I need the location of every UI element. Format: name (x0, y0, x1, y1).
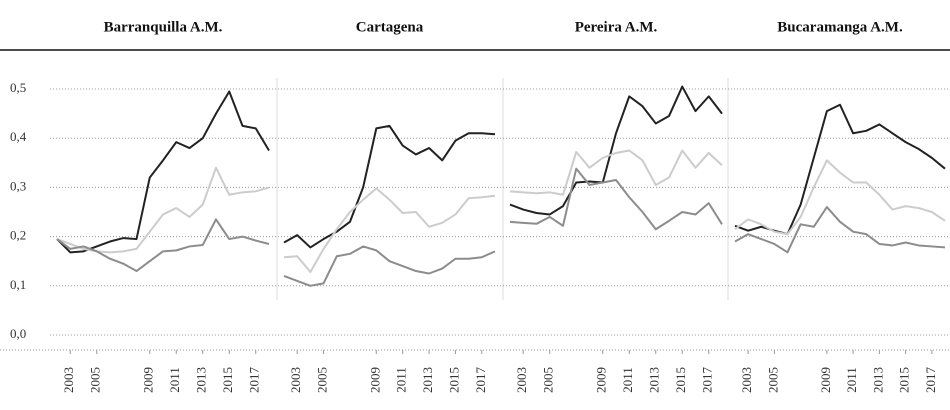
y-tick-label: 0,3 (10, 178, 26, 193)
x-tick-label: 2009 (594, 367, 609, 393)
x-tick-label: 2005 (765, 367, 780, 393)
line (56, 166, 270, 254)
x-tick-label: 2005 (315, 367, 330, 393)
x-tick-label: 2017 (247, 367, 262, 394)
line (283, 245, 496, 287)
panel-title: Pereira A.M. (575, 19, 658, 35)
panel-title: Bucaramanga A.M. (777, 19, 903, 35)
panel-title: Cartagena (356, 19, 424, 35)
x-tick-label: 2003 (514, 367, 529, 393)
x-tick-label: 2013 (647, 367, 662, 393)
x-tick-label: 2003 (61, 367, 76, 393)
x-tick-label: 2013 (870, 367, 885, 393)
panel-title: Barranquilla A.M. (104, 19, 223, 35)
x-tick-label: 2013 (194, 367, 209, 393)
x-tick-label: 2009 (141, 367, 156, 393)
x-tick-label: 2011 (167, 367, 182, 393)
line (283, 187, 496, 274)
x-tick-label: 2011 (620, 367, 635, 393)
x-tick-label: 2009 (367, 367, 382, 393)
x-tick-label: 2015 (673, 367, 688, 393)
x-tick-label: 2005 (88, 367, 103, 393)
line (56, 90, 270, 254)
x-tick-label: 2005 (541, 367, 556, 393)
x-tick-label: 2015 (897, 367, 912, 393)
line (509, 85, 723, 216)
y-tick-label: 0,1 (10, 277, 26, 292)
y-tick-label: 0,4 (10, 129, 27, 144)
x-tick-label: 2011 (394, 367, 409, 393)
x-tick-label: 2017 (473, 367, 488, 394)
x-tick-label: 2015 (446, 367, 461, 393)
x-tick-label: 2003 (739, 367, 754, 393)
line (734, 159, 946, 236)
y-tick-label: 0,5 (10, 80, 26, 95)
y-tick-label: 0,0 (10, 326, 26, 341)
y-tick-label: 0,2 (10, 228, 26, 243)
line (56, 218, 270, 273)
x-tick-label: 2017 (700, 367, 715, 394)
line (509, 149, 723, 196)
line (283, 124, 496, 249)
x-tick-label: 2011 (844, 367, 859, 393)
x-tick-label: 2013 (420, 367, 435, 393)
line (734, 206, 946, 254)
x-tick-label: 2015 (220, 367, 235, 393)
line (509, 167, 723, 231)
x-tick-label: 2009 (818, 367, 833, 393)
x-tick-label: 2003 (288, 367, 303, 393)
x-tick-label: 2017 (923, 367, 938, 394)
line (734, 103, 946, 236)
